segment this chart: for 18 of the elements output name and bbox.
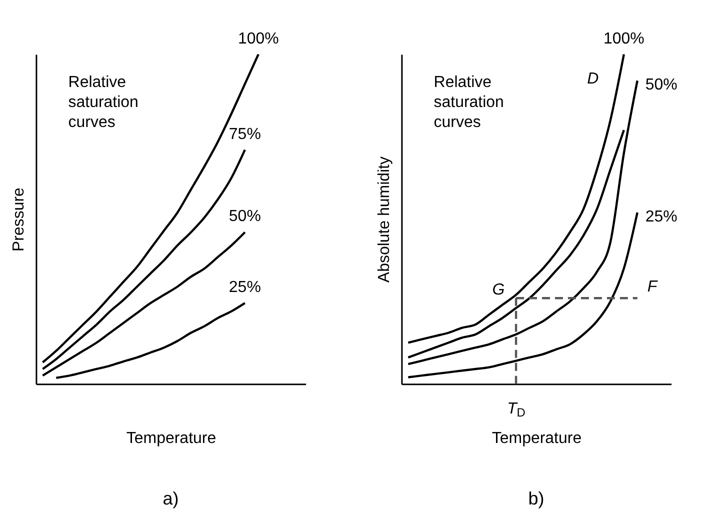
text: a) — [162, 488, 179, 509]
y-axis-title: Pressure — [10, 187, 28, 252]
annotation: Relative saturation curves — [68, 74, 138, 131]
series-label: 50% — [645, 76, 678, 94]
text: b) — [528, 488, 544, 509]
series-label: 100% — [238, 30, 279, 48]
y-axis-title: Absolute humidity — [376, 156, 393, 283]
series-label: 75% — [228, 126, 261, 143]
annotation: G — [492, 282, 505, 299]
x-axis-title: Temperature — [492, 430, 582, 448]
annotation: Relative saturation curves — [434, 74, 504, 131]
series-label: 25% — [645, 208, 678, 226]
series-label: 100% — [603, 30, 644, 48]
series-label: 50% — [228, 208, 261, 226]
x-axis-title: Temperature — [126, 430, 216, 448]
annotation: D — [587, 70, 600, 88]
series-label: 25% — [228, 279, 261, 296]
annotation: F — [647, 278, 658, 296]
